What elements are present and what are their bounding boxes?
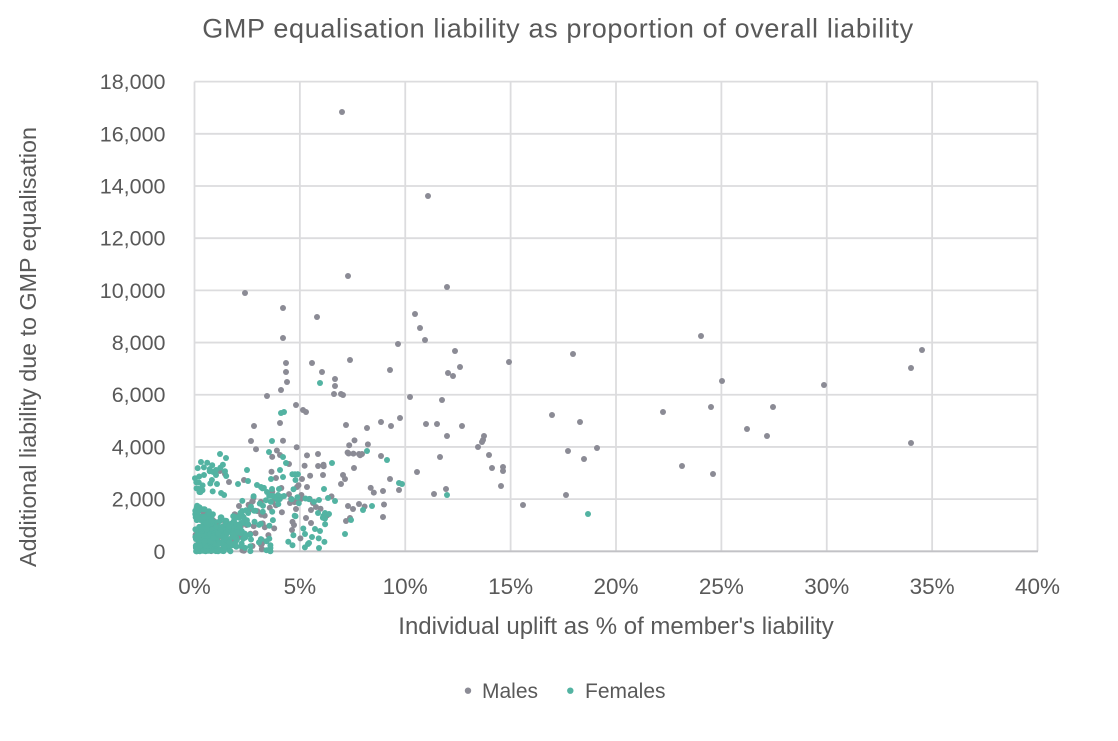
svg-text:Females: Females: [585, 680, 666, 703]
svg-text:40%: 40%: [1015, 574, 1060, 599]
svg-text:14,000: 14,000: [100, 175, 166, 199]
svg-text:Males: Males: [482, 680, 538, 703]
svg-text:GMP equalisation liability as: GMP equalisation liability as proportion…: [202, 14, 914, 44]
svg-text:10%: 10%: [383, 574, 428, 599]
svg-text:Additional liability due to GM: Additional liability due to GMP equalisa…: [15, 127, 41, 567]
svg-text:12,000: 12,000: [100, 227, 166, 251]
svg-text:20%: 20%: [593, 574, 638, 599]
svg-text:10,000: 10,000: [100, 279, 166, 303]
svg-text:18,000: 18,000: [100, 70, 166, 94]
svg-text:25%: 25%: [699, 574, 744, 599]
svg-text:0: 0: [154, 540, 166, 564]
svg-text:30%: 30%: [804, 574, 849, 599]
svg-text:35%: 35%: [910, 574, 955, 599]
svg-text:16,000: 16,000: [100, 122, 166, 146]
svg-text:4,000: 4,000: [112, 435, 166, 459]
svg-text:0%: 0%: [178, 574, 211, 599]
svg-text:Individual uplift as % of memb: Individual uplift as % of member's liabi…: [398, 613, 833, 640]
svg-text:8,000: 8,000: [112, 331, 166, 355]
svg-text:6,000: 6,000: [112, 383, 166, 407]
svg-text:15%: 15%: [488, 574, 533, 599]
svg-text:5%: 5%: [284, 574, 317, 599]
svg-text:2,000: 2,000: [112, 488, 166, 512]
